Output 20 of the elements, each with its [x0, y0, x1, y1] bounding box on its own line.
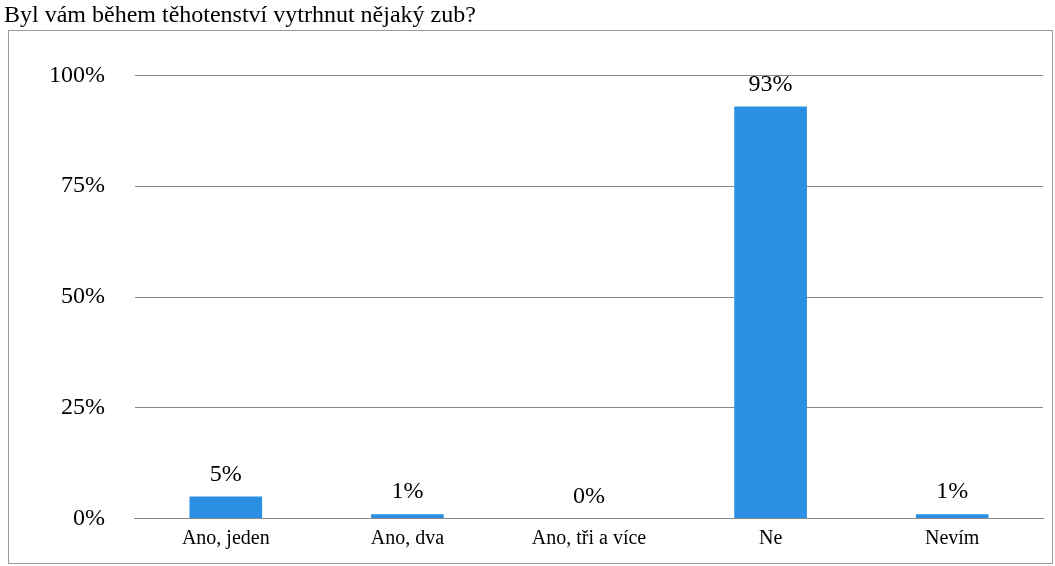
bar — [371, 514, 444, 519]
data-label: 5% — [209, 459, 242, 486]
data-label: 93% — [748, 69, 793, 96]
chart-title: Byl vám během těhotenství vytrhnut nějaký zub? — [4, 0, 476, 28]
bar — [734, 106, 807, 519]
x-tick-label: Ne — [758, 525, 783, 548]
x-tick-label: Ano, jeden — [181, 525, 270, 549]
y-tick-label: 0% — [72, 503, 105, 530]
y-tick-label: 100% — [48, 60, 105, 87]
x-tick-label: Nevím — [924, 525, 980, 548]
bar — [915, 514, 989, 519]
y-tick-label: 75% — [60, 171, 105, 198]
x-tick-label: Ano, tři a více — [531, 525, 647, 548]
data-label: 1% — [391, 477, 424, 504]
bar — [189, 496, 263, 519]
y-tick-label: 50% — [60, 282, 105, 309]
data-label: 0% — [573, 481, 605, 508]
x-tick-label: Ano, dva — [370, 525, 445, 548]
y-tick-label: 25% — [60, 393, 105, 420]
data-label: 1% — [936, 477, 969, 504]
